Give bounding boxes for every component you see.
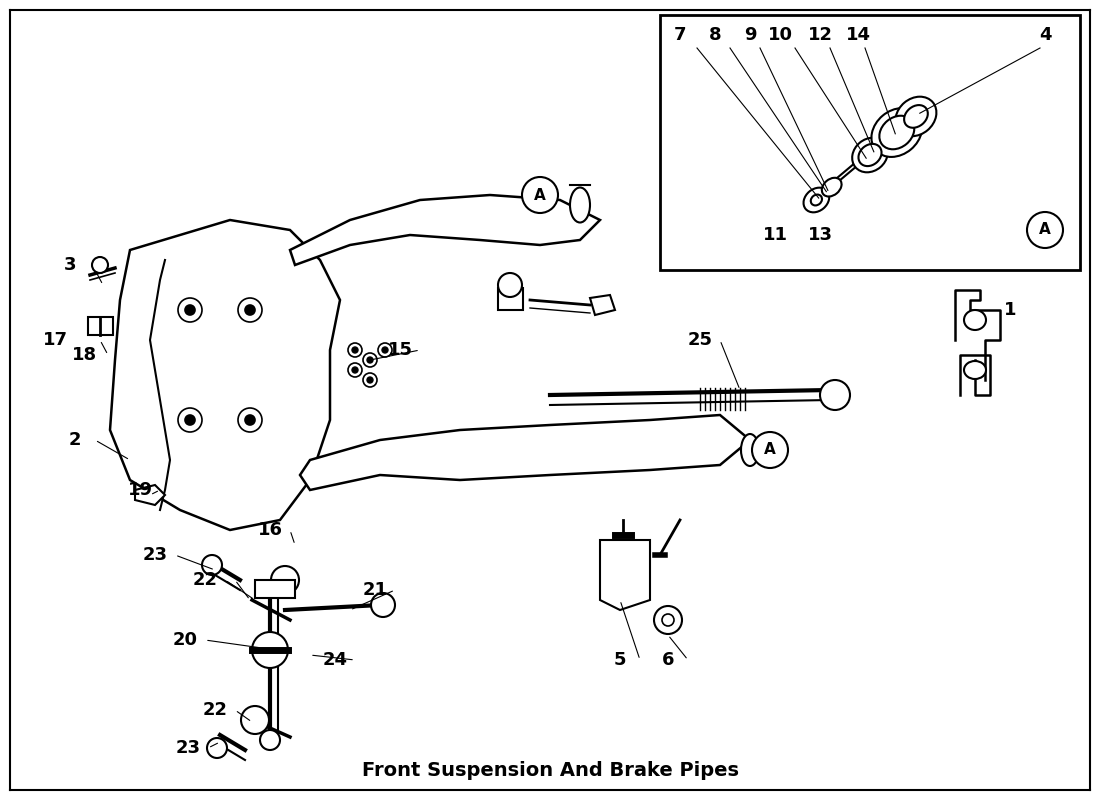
Ellipse shape — [871, 108, 922, 157]
Ellipse shape — [879, 116, 914, 150]
Text: 6: 6 — [662, 651, 674, 669]
Circle shape — [752, 432, 788, 468]
Ellipse shape — [895, 97, 936, 136]
Circle shape — [238, 408, 262, 432]
Text: 15: 15 — [387, 341, 412, 359]
Text: 11: 11 — [762, 226, 788, 244]
Text: 18: 18 — [73, 346, 98, 364]
Circle shape — [178, 298, 202, 322]
Text: 8: 8 — [708, 26, 722, 44]
Text: A: A — [764, 442, 776, 458]
Text: 25: 25 — [688, 331, 713, 349]
Circle shape — [363, 373, 377, 387]
Circle shape — [382, 347, 388, 353]
Ellipse shape — [822, 178, 842, 197]
Bar — [660, 15, 1080, 270]
Circle shape — [367, 357, 373, 363]
Bar — [498, 288, 522, 310]
Circle shape — [522, 177, 558, 213]
Ellipse shape — [852, 138, 888, 172]
Circle shape — [92, 257, 108, 273]
Circle shape — [202, 555, 222, 575]
Text: A: A — [535, 187, 546, 202]
Text: 2: 2 — [68, 431, 81, 449]
Circle shape — [654, 606, 682, 634]
Text: 21: 21 — [363, 581, 387, 599]
Circle shape — [348, 363, 362, 377]
Text: 22: 22 — [192, 571, 218, 589]
Circle shape — [363, 353, 377, 367]
Circle shape — [371, 593, 395, 617]
Ellipse shape — [858, 144, 881, 166]
Ellipse shape — [811, 194, 822, 206]
Circle shape — [252, 632, 288, 668]
Circle shape — [207, 738, 227, 758]
Ellipse shape — [904, 105, 927, 128]
Text: 5: 5 — [614, 651, 626, 669]
Circle shape — [348, 343, 362, 357]
Text: 10: 10 — [768, 26, 792, 44]
Polygon shape — [600, 540, 650, 610]
Circle shape — [367, 377, 373, 383]
Circle shape — [820, 380, 850, 410]
Ellipse shape — [964, 361, 986, 379]
Circle shape — [241, 706, 270, 734]
Text: 16: 16 — [257, 521, 283, 539]
Text: 3: 3 — [64, 256, 76, 274]
Text: 24: 24 — [322, 651, 348, 669]
Bar — [255, 580, 295, 598]
Text: 7: 7 — [673, 26, 686, 44]
Circle shape — [662, 614, 674, 626]
Text: 17: 17 — [43, 331, 67, 349]
Circle shape — [185, 305, 195, 315]
Circle shape — [245, 305, 255, 315]
Polygon shape — [290, 195, 600, 265]
Polygon shape — [590, 295, 615, 315]
Text: A: A — [1040, 222, 1050, 238]
Circle shape — [1027, 212, 1063, 248]
Circle shape — [260, 730, 280, 750]
Circle shape — [352, 367, 358, 373]
Bar — [88, 317, 113, 335]
Circle shape — [238, 298, 262, 322]
Text: 4: 4 — [1038, 26, 1052, 44]
Text: 23: 23 — [176, 739, 200, 757]
Text: 23: 23 — [143, 546, 167, 564]
Ellipse shape — [803, 188, 829, 212]
Text: 1: 1 — [1003, 301, 1016, 319]
Text: 20: 20 — [173, 631, 198, 649]
Polygon shape — [300, 415, 750, 490]
Text: 19: 19 — [128, 481, 153, 499]
Circle shape — [245, 415, 255, 425]
Text: 9: 9 — [744, 26, 757, 44]
Circle shape — [378, 343, 392, 357]
Circle shape — [352, 347, 358, 353]
Circle shape — [178, 408, 202, 432]
Circle shape — [185, 415, 195, 425]
Circle shape — [271, 566, 299, 594]
Ellipse shape — [964, 310, 986, 330]
Circle shape — [498, 273, 522, 297]
Text: 12: 12 — [807, 26, 833, 44]
Text: Front Suspension And Brake Pipes: Front Suspension And Brake Pipes — [362, 761, 738, 779]
Text: 22: 22 — [202, 701, 228, 719]
Polygon shape — [110, 220, 340, 530]
Text: 13: 13 — [807, 226, 833, 244]
Ellipse shape — [570, 187, 590, 222]
Ellipse shape — [741, 434, 759, 466]
Text: 14: 14 — [846, 26, 870, 44]
Polygon shape — [135, 485, 165, 505]
